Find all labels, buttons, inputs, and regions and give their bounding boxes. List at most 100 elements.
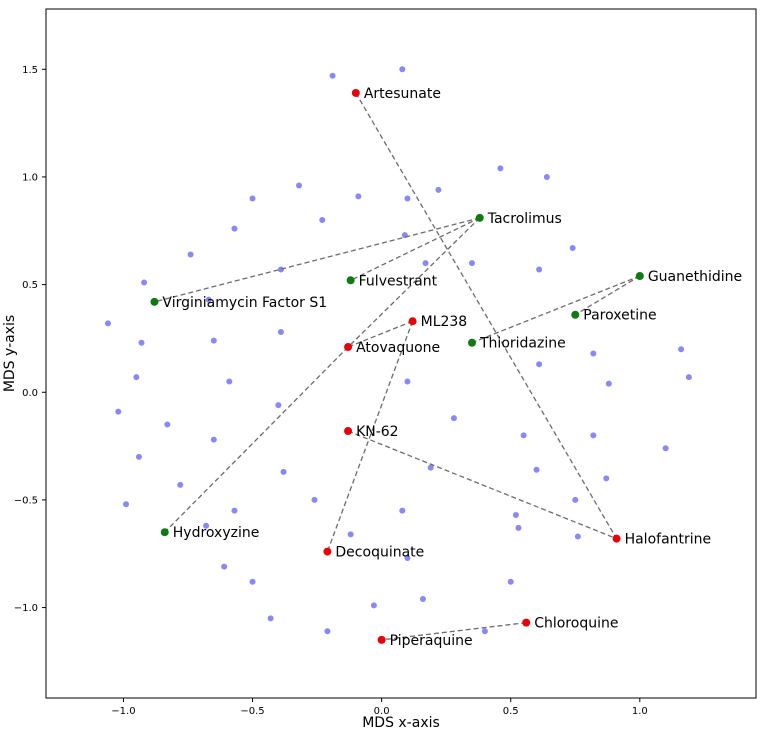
x-tick-label: −0.5 xyxy=(240,706,264,717)
background-point xyxy=(210,337,217,344)
labeled-point xyxy=(351,88,360,97)
background-point xyxy=(678,346,685,353)
y-tick-label: −0.5 xyxy=(14,495,38,506)
point-label: Guanethidine xyxy=(648,269,742,285)
background-point xyxy=(520,432,527,439)
background-point xyxy=(104,320,111,327)
background-point xyxy=(275,402,282,409)
background-point xyxy=(138,339,145,346)
axes: −1.0 −0.5 0.0 0.5 1.0 −1.0 −0.5 0.0 0.5 1.0 1.5 xyxy=(14,65,648,717)
background-point xyxy=(497,165,504,172)
y-axis-title: MDS y-axis xyxy=(2,315,18,392)
background-point xyxy=(115,408,122,415)
background-point xyxy=(469,260,475,267)
background-point xyxy=(507,578,514,585)
background-point xyxy=(267,615,274,622)
background-point xyxy=(221,563,228,570)
connector-line xyxy=(355,92,618,539)
background-point xyxy=(355,193,362,200)
background-point xyxy=(399,66,406,73)
connector-line xyxy=(574,275,641,316)
y-tick-label: 1.0 xyxy=(22,172,38,183)
background-point xyxy=(205,296,212,303)
background-point xyxy=(427,464,434,471)
background-point xyxy=(404,555,411,562)
background-point xyxy=(572,496,579,503)
background-point xyxy=(481,628,488,635)
background-point xyxy=(569,244,576,251)
background-point xyxy=(590,432,597,439)
point-label: Hydroxyzine xyxy=(173,525,260,541)
y-tick-label: 0.0 xyxy=(22,388,38,399)
connector-line xyxy=(326,320,414,552)
background-point xyxy=(404,378,411,385)
background-point xyxy=(419,595,426,602)
connector-line xyxy=(347,430,617,540)
labeled-point xyxy=(344,343,353,352)
labeled-point xyxy=(571,310,580,319)
background-point xyxy=(231,507,238,514)
background-point xyxy=(536,266,543,273)
background-point xyxy=(603,475,610,482)
labeled-point xyxy=(160,528,169,537)
point-label: Artesunate xyxy=(364,86,441,102)
y-tick-label: 0.5 xyxy=(22,280,38,291)
labeled-point xyxy=(377,635,386,644)
background-point xyxy=(277,328,284,335)
point-label: Chloroquine xyxy=(534,616,618,632)
labeled-point xyxy=(468,338,476,347)
point-label: Virginiamycin Factor S1 xyxy=(162,295,327,311)
background-point xyxy=(203,522,210,529)
labeled-point xyxy=(346,276,355,285)
background-point xyxy=(133,374,140,381)
background-point xyxy=(123,501,130,508)
labeled-point xyxy=(635,271,644,280)
background-point xyxy=(543,173,550,180)
background-point xyxy=(311,496,318,503)
background-point xyxy=(249,195,256,202)
point-label: Decoquinate xyxy=(335,545,424,561)
y-tick-label: −1.0 xyxy=(14,603,38,614)
background-point xyxy=(347,531,354,538)
labeled-point xyxy=(522,618,531,627)
background-point xyxy=(231,225,238,232)
background-point xyxy=(277,266,284,273)
labeled-point xyxy=(475,213,484,222)
background-point xyxy=(226,378,233,385)
x-tick-label: 0.5 xyxy=(503,706,519,717)
connector-line xyxy=(347,217,481,348)
point-label: KN-62 xyxy=(356,424,399,440)
background-point xyxy=(605,380,612,387)
background-point xyxy=(512,511,519,518)
x-tick-label: 1.0 xyxy=(632,706,648,717)
axes-frame xyxy=(45,8,757,699)
background-point xyxy=(296,182,303,189)
background-point xyxy=(210,436,217,443)
background-point xyxy=(685,374,692,381)
labeled-point xyxy=(344,427,353,436)
labeled-point xyxy=(323,547,332,556)
point-label: Thioridazine xyxy=(479,336,566,352)
plot-area: Artesunate Tacrolimus Guanethidine Fulvestr… xyxy=(104,66,742,649)
labeled-point xyxy=(612,534,621,543)
point-label: Fulvestrant xyxy=(359,273,438,289)
point-label: ML238 xyxy=(421,314,468,330)
background-point xyxy=(319,217,326,224)
point-label: Halofantrine xyxy=(625,532,712,548)
labeled-point xyxy=(150,297,159,306)
background-point xyxy=(590,350,597,357)
background-point xyxy=(662,445,669,452)
point-label: Piperaquine xyxy=(390,633,473,649)
background-point xyxy=(177,481,184,488)
x-axis-title: MDS x-axis xyxy=(362,715,440,731)
background-point xyxy=(450,415,457,422)
background-point xyxy=(187,251,194,258)
background-point xyxy=(329,72,336,79)
background-point xyxy=(164,421,171,428)
background-point xyxy=(515,524,522,531)
x-tick-label: −1.0 xyxy=(111,706,135,717)
background-point xyxy=(536,361,543,368)
background-point xyxy=(135,453,142,460)
